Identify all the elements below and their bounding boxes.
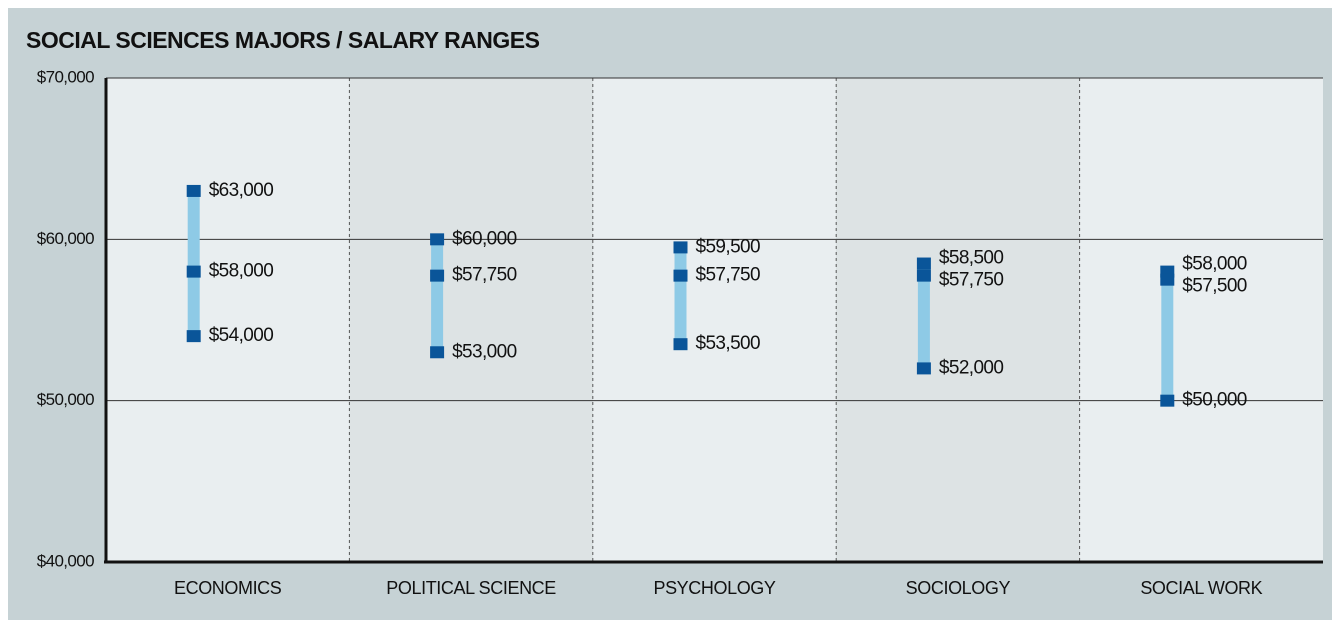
x-tick-label: ECONOMICS (174, 578, 282, 598)
range-bar (1161, 271, 1174, 401)
marker (673, 338, 688, 351)
marker (1160, 394, 1175, 407)
marker (673, 241, 688, 254)
value-label: $52,000 (939, 357, 1004, 378)
band-background (1079, 78, 1323, 562)
marker (186, 265, 201, 278)
marker (430, 233, 445, 246)
chart-title: SOCIAL SCIENCES MAJORS / SALARY RANGES (26, 27, 540, 53)
x-tick-label: SOCIOLOGY (906, 578, 1011, 598)
marker (916, 269, 931, 282)
value-label: $53,000 (452, 341, 517, 362)
marker (186, 330, 201, 343)
value-label: $53,500 (696, 333, 761, 354)
marker (1160, 273, 1175, 286)
y-tick-label: $70,000 (37, 67, 94, 86)
marker (430, 346, 445, 359)
value-label: $59,500 (696, 236, 761, 257)
value-label: $63,000 (209, 180, 274, 201)
band-background (106, 78, 350, 562)
range-bar (187, 190, 200, 337)
range-bar (674, 247, 687, 345)
value-label: $60,000 (452, 228, 517, 249)
band-background (836, 78, 1080, 562)
value-label: $58,000 (209, 261, 274, 282)
value-label: $57,750 (452, 265, 517, 286)
band-background (349, 78, 593, 562)
x-tick-label: POLITICAL SCIENCE (386, 578, 556, 598)
value-label: $58,500 (939, 248, 1004, 269)
range-bar (431, 239, 444, 353)
value-label: $57,750 (939, 270, 1004, 291)
marker (916, 362, 931, 375)
y-tick-label: $60,000 (37, 229, 94, 248)
marker (430, 269, 445, 282)
band-background (592, 78, 837, 562)
marker (916, 257, 931, 270)
x-tick-label: PSYCHOLOGY (653, 578, 775, 598)
value-label: $57,750 (696, 265, 761, 286)
y-tick-label: $40,000 (37, 551, 94, 570)
range-bar (917, 263, 930, 369)
value-label: $58,000 (1182, 254, 1247, 275)
y-tick-label: $50,000 (37, 390, 94, 409)
value-label: $57,500 (1182, 276, 1247, 297)
value-label: $50,000 (1182, 390, 1247, 411)
value-label: $54,000 (209, 325, 274, 346)
marker (673, 269, 688, 282)
marker (186, 184, 201, 197)
x-tick-label: SOCIAL WORK (1140, 578, 1262, 598)
